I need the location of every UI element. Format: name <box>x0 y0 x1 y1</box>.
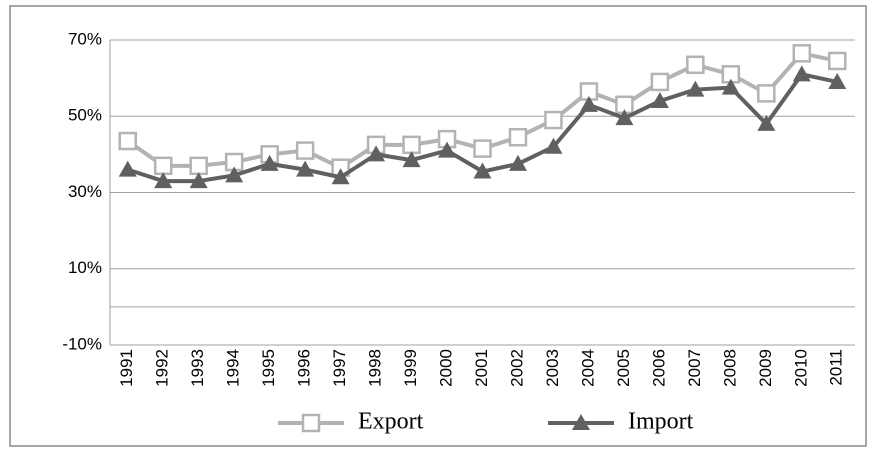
series-marker <box>544 110 563 130</box>
series-marker <box>402 151 421 168</box>
series-marker <box>544 137 563 154</box>
series-marker <box>650 92 669 108</box>
x-tick-label: 2006 <box>649 349 668 387</box>
x-tick-label: 1995 <box>259 349 278 387</box>
x-tick-label: 2000 <box>437 349 456 387</box>
series-marker <box>367 145 386 162</box>
x-tick-label: 2001 <box>472 349 491 387</box>
x-tick-label: 1996 <box>295 349 314 387</box>
y-tick-label: 10% <box>68 258 102 277</box>
series-marker <box>686 55 705 75</box>
series-marker <box>508 154 527 171</box>
legend-label: Import <box>628 409 694 435</box>
x-tick-label: 1992 <box>153 349 172 387</box>
legend: Export Import <box>278 409 694 435</box>
series-marker <box>828 51 847 71</box>
x-tick-label: 2011 <box>827 349 846 386</box>
y-tick-label: -10% <box>62 334 102 353</box>
series-marker <box>792 44 812 63</box>
series-marker <box>295 141 315 160</box>
x-tick-label: 2004 <box>578 349 597 387</box>
series-marker <box>757 84 776 103</box>
legend-marker <box>301 413 321 433</box>
x-tick-label: 2010 <box>791 349 810 387</box>
y-tick-label: 30% <box>68 182 102 201</box>
y-tick-label: 50% <box>68 106 102 125</box>
series-marker <box>438 141 457 158</box>
series-marker <box>828 72 847 89</box>
series-marker <box>118 160 137 177</box>
series-marker <box>757 114 776 131</box>
series-marker <box>721 78 740 95</box>
series-marker <box>650 72 670 92</box>
series-marker <box>189 172 208 189</box>
x-tick-label: 2003 <box>543 349 562 387</box>
series-marker <box>473 162 492 179</box>
series-marker <box>792 65 811 82</box>
x-tick-label: 2009 <box>756 349 775 387</box>
series-marker <box>473 139 492 158</box>
series-marker <box>402 135 421 155</box>
series-marker <box>118 131 137 151</box>
series-marker <box>686 80 705 97</box>
series-marker <box>260 154 279 171</box>
series-marker <box>154 172 173 189</box>
series-marker <box>331 168 350 185</box>
series-marker <box>189 156 208 176</box>
series-marker <box>508 127 528 147</box>
x-tick-label: 2007 <box>685 349 704 387</box>
series-marker <box>615 109 634 126</box>
series-marker <box>153 156 173 176</box>
legend-marker <box>572 414 590 430</box>
x-tick-label: 1999 <box>401 349 420 387</box>
x-tick-label: 1994 <box>224 349 243 387</box>
x-tick-label: 2008 <box>720 349 739 387</box>
series-marker <box>579 95 598 112</box>
x-tick-label: 1998 <box>366 349 385 387</box>
x-tick-label: 2005 <box>614 349 633 387</box>
x-tick-label: 1991 <box>117 349 136 387</box>
series-marker <box>225 166 244 183</box>
legend-label: Export <box>358 409 424 435</box>
y-tick-label: 70% <box>68 29 102 48</box>
x-tick-label: 1997 <box>330 349 349 387</box>
x-tick-label: 2002 <box>507 349 526 387</box>
series-marker <box>296 160 315 177</box>
chart-border <box>9 5 867 447</box>
x-tick-label: 1993 <box>188 349 207 387</box>
